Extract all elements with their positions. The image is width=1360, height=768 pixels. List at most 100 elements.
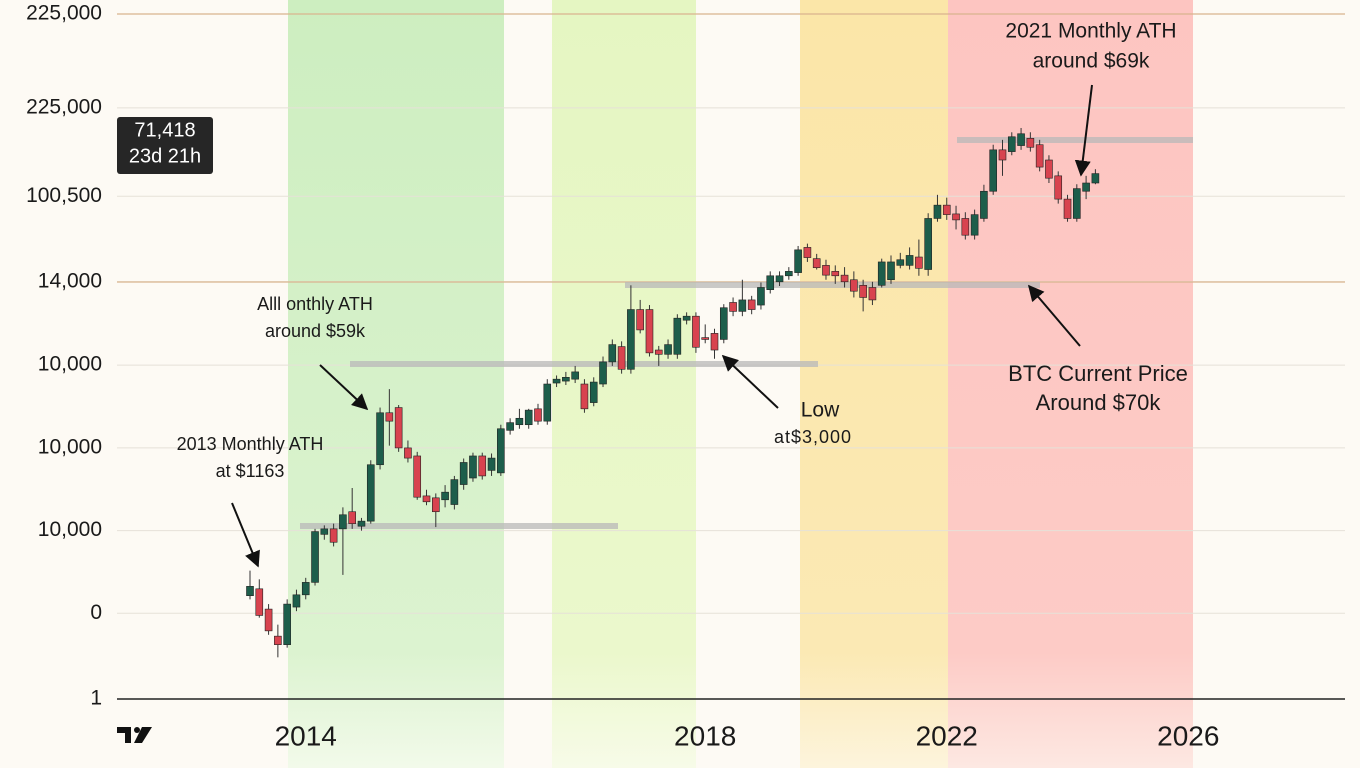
- candle-body: [998, 149, 1007, 161]
- y-tick-label: 1: [90, 687, 102, 710]
- candle-body: [580, 383, 589, 410]
- candle-body: [1026, 137, 1035, 148]
- candle-body: [924, 218, 932, 270]
- band: [552, 0, 696, 768]
- y-tick-label: 10,000: [38, 518, 102, 541]
- candle-body: [357, 520, 366, 527]
- candle-body: [404, 447, 412, 459]
- price-label: 71,418: [134, 119, 195, 141]
- candle-body: [441, 491, 449, 501]
- candle-body: [1054, 175, 1063, 200]
- band: [800, 0, 948, 768]
- candle-body: [710, 333, 719, 351]
- candle-body: [840, 274, 849, 283]
- arrow: [1074, 84, 1093, 177]
- candle-body: [515, 417, 524, 426]
- candle-body: [877, 261, 886, 286]
- candle-body: [664, 344, 672, 355]
- y-tick-label: 14,000: [38, 269, 102, 292]
- candle-body: [524, 409, 533, 426]
- annotation: at $1163: [216, 461, 285, 481]
- candle-body: [617, 346, 626, 370]
- candle-body: [552, 378, 561, 384]
- candle-body: [274, 635, 282, 645]
- candle-body: [822, 265, 830, 276]
- candle-body: [394, 407, 403, 449]
- candle-body: [339, 514, 347, 530]
- candle-body: [980, 190, 988, 219]
- candle-body: [283, 603, 291, 645]
- candle-body: [766, 275, 775, 290]
- candle-body: [450, 479, 459, 505]
- band: [948, 0, 1193, 768]
- candle-body: [534, 408, 542, 422]
- candle-body: [896, 259, 905, 266]
- x-axis-labels: 2014 2018 2022 2026: [275, 720, 1220, 751]
- candle-body: [915, 256, 923, 269]
- candle-body: [970, 214, 979, 236]
- y-axis: 1 0 10,000 10,000 10,000 14,000 100,500 225,000…: [26, 2, 102, 710]
- arrow: [1027, 284, 1081, 347]
- candle-body: [627, 309, 635, 370]
- arrow: [231, 502, 260, 568]
- candle-body: [562, 376, 570, 382]
- arrow: [721, 354, 779, 409]
- candle-body: [1045, 159, 1053, 179]
- annotation: 2013 Monthly ATH: [177, 434, 324, 454]
- candle-body: [692, 315, 700, 348]
- candle-body: [719, 307, 728, 340]
- support-lines: [300, 137, 1193, 529]
- annotation: Around $70k: [1036, 390, 1162, 415]
- annotation: around $69k: [1033, 50, 1150, 73]
- candle-body: [775, 275, 784, 283]
- band: [288, 0, 504, 768]
- candle-body: [1035, 144, 1044, 168]
- candle-body: [747, 299, 756, 310]
- candle-body: [645, 309, 654, 354]
- x-tick-label: 2018: [674, 720, 736, 751]
- candle-body: [850, 279, 858, 292]
- candle-body: [608, 344, 617, 363]
- candle-body: [803, 247, 812, 258]
- candle-body: [487, 457, 496, 471]
- candle-body: [543, 383, 552, 422]
- logo-mark: [117, 727, 152, 743]
- y-tick-label: 100,500: [26, 184, 102, 207]
- candle-body: [571, 371, 579, 380]
- candle-body: [431, 497, 440, 513]
- x-tick-label: 2014: [275, 720, 337, 751]
- candle-body: [729, 302, 737, 312]
- candle-body: [738, 299, 747, 312]
- logo: [117, 727, 152, 743]
- candle-body: [478, 455, 487, 477]
- candle-body: [812, 258, 821, 269]
- candle-body: [1091, 173, 1100, 184]
- candle-body: [422, 495, 431, 503]
- price-badge: 71,418 23d 21h: [117, 117, 213, 174]
- annotation: BTC Current Price: [1008, 361, 1188, 386]
- candle-body: [989, 149, 998, 192]
- candle-body: [311, 531, 319, 583]
- candle-body: [413, 455, 422, 498]
- candle-body: [636, 309, 644, 331]
- candle-body: [506, 422, 514, 431]
- candle-body: [859, 285, 867, 298]
- logo-dot: [134, 727, 140, 733]
- candle-body: [366, 464, 375, 522]
- candle-body: [1073, 188, 1081, 219]
- x-tick-label: 2026: [1157, 720, 1219, 751]
- candle-body: [255, 588, 264, 616]
- candle-body: [887, 261, 895, 281]
- candle-body: [589, 381, 598, 403]
- candle-body: [376, 412, 384, 466]
- y-tick-label: 225,000: [26, 2, 102, 25]
- candle-body: [1017, 133, 1025, 146]
- candle-body: [952, 213, 960, 221]
- annotation: Alll onthly ATH: [257, 294, 373, 314]
- candle-body: [701, 337, 710, 340]
- annotation: around $59k: [265, 321, 366, 341]
- candle-body: [905, 255, 914, 266]
- candle-body: [1063, 198, 1072, 219]
- annotation: 2021 Monthly ATH: [1005, 20, 1176, 43]
